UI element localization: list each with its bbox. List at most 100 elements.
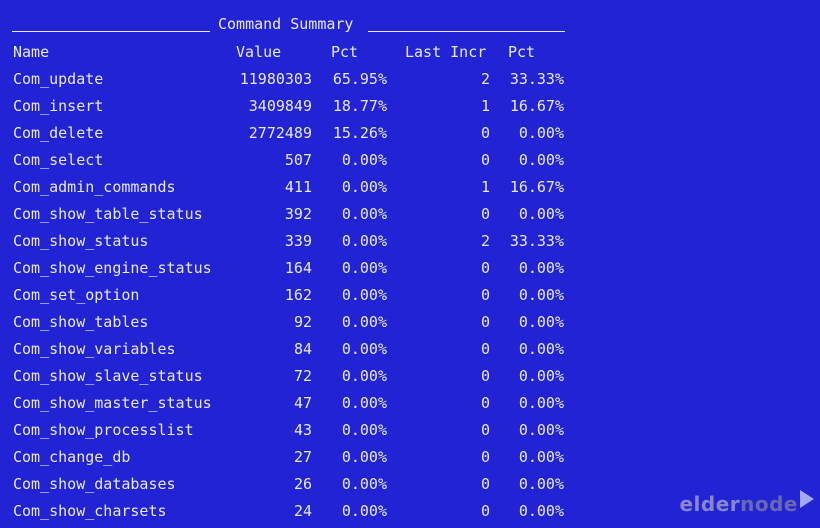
command-last-incr: 0 (480, 475, 490, 493)
command-pct: 65.95% (332, 70, 387, 88)
command-pct2: 0.00% (518, 421, 564, 439)
summary-title: Command Summary (218, 15, 354, 33)
command-pct: 0.00% (341, 205, 387, 223)
eldernode-watermark: elder node (679, 490, 814, 518)
command-value: 3409849 (248, 97, 312, 115)
command-last-incr: 1 (480, 97, 490, 115)
command-last-incr: 0 (480, 124, 490, 142)
command-value: 72 (293, 367, 312, 385)
command-pct2: 0.00% (518, 502, 564, 520)
command-pct2: 0.00% (518, 124, 564, 142)
command-pct2: 33.33% (509, 232, 564, 250)
command-pct: 0.00% (341, 502, 387, 520)
command-value: 2772489 (248, 124, 312, 142)
command-name: Com_select (13, 151, 104, 169)
command-pct2: 0.00% (518, 286, 564, 304)
command-value: 26 (293, 475, 312, 493)
command-value: 47 (293, 394, 312, 412)
command-pct2: 0.00% (518, 259, 564, 277)
header-pct: Pct (331, 43, 359, 61)
command-pct: 0.00% (341, 178, 387, 196)
command-last-incr: 0 (480, 448, 490, 466)
command-name: Com_insert (13, 97, 104, 115)
command-name: Com_show_master_status (13, 394, 212, 412)
command-name: Com_show_tables (13, 313, 149, 331)
command-name: Com_show_charsets (13, 502, 167, 520)
command-last-incr: 0 (480, 205, 490, 223)
table-row: Com_admin_commands 411 0.00% 1 16.67% (0, 177, 600, 204)
command-last-incr: 2 (480, 232, 490, 250)
command-value: 84 (293, 340, 312, 358)
command-pct: 0.00% (341, 394, 387, 412)
command-pct: 0.00% (341, 475, 387, 493)
header-name: Name (13, 43, 50, 61)
command-pct: 0.00% (341, 259, 387, 277)
table-row: Com_show_charsets 24 0.00% 0 0.00% (0, 501, 600, 528)
table-row: Com_update 11980303 65.95% 2 33.33% (0, 69, 600, 96)
title-rule-right (368, 31, 565, 32)
table-row: Com_show_variables 84 0.00% 0 0.00% (0, 339, 600, 366)
command-last-incr: 2 (480, 70, 490, 88)
command-last-incr: 1 (480, 178, 490, 196)
command-pct2: 0.00% (518, 394, 564, 412)
command-pct: 0.00% (341, 232, 387, 250)
command-last-incr: 0 (480, 286, 490, 304)
command-pct2: 16.67% (509, 178, 564, 196)
watermark-text-elder: elder (679, 492, 741, 516)
command-pct2: 0.00% (518, 448, 564, 466)
command-name: Com_change_db (13, 448, 131, 466)
header-pct2: Pct (508, 43, 536, 61)
table-row: Com_set_option 162 0.00% 0 0.00% (0, 285, 600, 312)
summary-title-bar: Command Summary (12, 14, 565, 36)
command-last-incr: 0 (480, 259, 490, 277)
command-value: 392 (284, 205, 312, 223)
command-pct: 0.00% (341, 313, 387, 331)
command-name: Com_show_slave_status (13, 367, 203, 385)
command-pct2: 0.00% (518, 205, 564, 223)
command-value: 43 (293, 421, 312, 439)
command-name: Com_admin_commands (13, 178, 176, 196)
command-value: 92 (293, 313, 312, 331)
play-arrow-icon (800, 490, 814, 508)
table-row: Com_insert 3409849 18.77% 1 16.67% (0, 96, 600, 123)
command-name: Com_show_processlist (13, 421, 194, 439)
command-pct: 0.00% (341, 421, 387, 439)
table-row: Com_show_databases 26 0.00% 0 0.00% (0, 474, 600, 501)
command-value: 507 (284, 151, 312, 169)
command-name: Com_show_table_status (13, 205, 203, 223)
command-value: 162 (284, 286, 312, 304)
command-last-incr: 0 (480, 421, 490, 439)
table-row: Com_show_processlist 43 0.00% 0 0.00% (0, 420, 600, 447)
command-last-incr: 0 (480, 340, 490, 358)
command-value: 27 (293, 448, 312, 466)
command-last-incr: 0 (480, 313, 490, 331)
command-pct2: 0.00% (518, 340, 564, 358)
command-last-incr: 0 (480, 394, 490, 412)
table-row: Com_show_engine_status 164 0.00% 0 0.00% (0, 258, 600, 285)
command-name: Com_update (13, 70, 104, 88)
command-pct: 0.00% (341, 340, 387, 358)
table-row: Com_show_status 339 0.00% 2 33.33% (0, 231, 600, 258)
command-value: 411 (284, 178, 312, 196)
table-row: Com_show_tables 92 0.00% 0 0.00% (0, 312, 600, 339)
watermark-text-node: node (740, 492, 798, 516)
command-last-incr: 0 (480, 502, 490, 520)
command-name: Com_set_option (13, 286, 140, 304)
command-value: 164 (284, 259, 312, 277)
command-name: Com_show_status (13, 232, 149, 250)
command-value: 339 (284, 232, 312, 250)
command-pct: 0.00% (341, 448, 387, 466)
command-name: Com_delete (13, 124, 104, 142)
command-pct: 0.00% (341, 286, 387, 304)
command-name: Com_show_engine_status (13, 259, 212, 277)
command-last-incr: 0 (480, 151, 490, 169)
command-name: Com_show_databases (13, 475, 176, 493)
command-pct: 0.00% (341, 367, 387, 385)
command-pct: 15.26% (332, 124, 387, 142)
command-pct: 18.77% (332, 97, 387, 115)
header-value: Value (236, 43, 282, 61)
header-last-incr: Last Incr (405, 43, 487, 61)
command-pct2: 0.00% (518, 367, 564, 385)
command-pct2: 0.00% (518, 313, 564, 331)
